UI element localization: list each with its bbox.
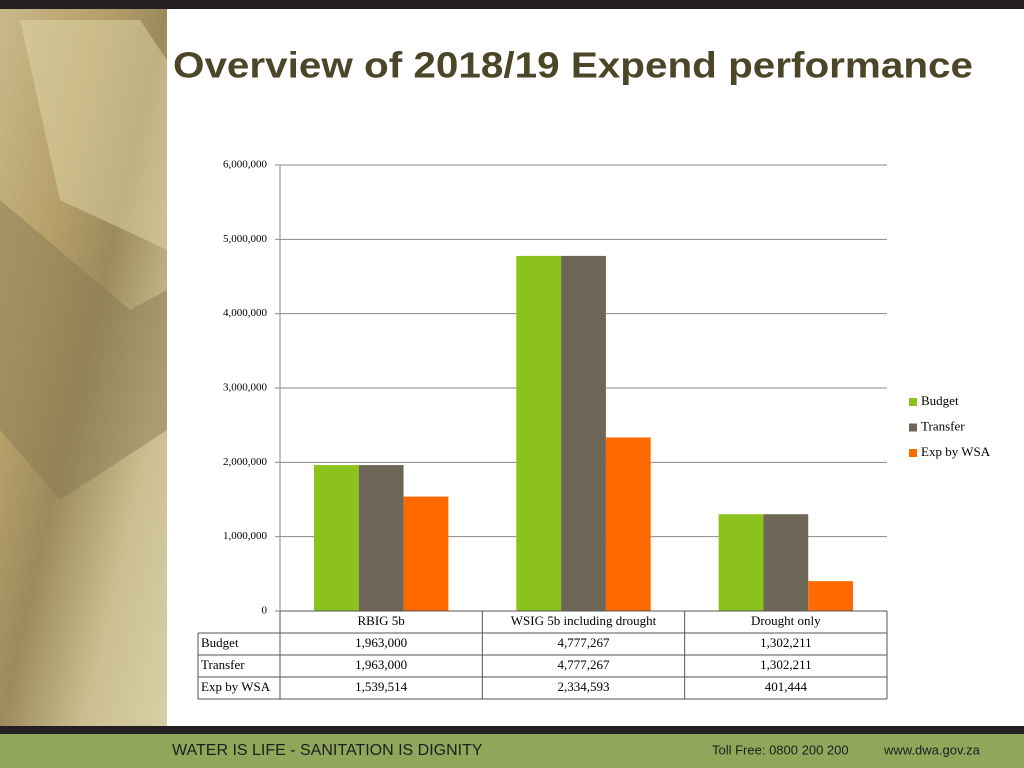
x-tick-label: RBIG 5b (358, 613, 405, 628)
table-value: 2,334,593 (558, 679, 610, 694)
table-value: 401,444 (765, 679, 808, 694)
y-tick-label: 6,000,000 (223, 159, 268, 171)
side-image-shade (0, 200, 167, 500)
legend-swatch (909, 449, 917, 457)
table-row-label: Exp by WSA (201, 679, 271, 694)
footer-band (0, 734, 1024, 768)
table-value: 1,963,000 (355, 657, 407, 672)
footer-website: www.dwa.gov.za (883, 742, 981, 757)
y-tick-label: 2,000,000 (223, 456, 268, 468)
legend-label: Transfer (921, 418, 965, 433)
footer-slogan: WATER IS LIFE - SANITATION IS DIGNITY (172, 742, 483, 759)
legend-label: Exp by WSA (921, 444, 991, 459)
bar (403, 496, 449, 611)
bar (358, 465, 404, 611)
x-tick-label: WSIG 5b including drought (511, 613, 657, 628)
table-value: 4,777,267 (558, 635, 611, 650)
x-tick-label: Drought only (751, 613, 821, 628)
bar (808, 581, 854, 611)
legend-swatch (909, 423, 917, 432)
table-value: 1,302,211 (760, 657, 812, 672)
table-row-label: Budget (201, 635, 239, 650)
legend-label: Budget (921, 393, 959, 408)
side-image-light (20, 20, 167, 250)
y-tick-label: 4,000,000 (223, 307, 268, 319)
y-tick-label: 3,000,000 (223, 382, 268, 394)
table-value: 4,777,267 (558, 657, 611, 672)
footer-bar (0, 726, 1024, 734)
footer-phone: Toll Free: 0800 200 200 (712, 742, 849, 757)
slide-title: Overview of 2018/19 Expend performance (173, 45, 973, 86)
bar (516, 255, 562, 611)
table-value: 1,539,514 (355, 679, 408, 694)
bar (561, 255, 606, 611)
bar (763, 514, 809, 611)
table-value: 1,963,000 (355, 635, 407, 650)
legend-swatch (909, 398, 917, 406)
table-value: 1,302,211 (760, 635, 812, 650)
bar (718, 514, 764, 611)
top-bar (0, 0, 1024, 9)
bar (605, 437, 651, 611)
y-tick-label: 0 (262, 605, 268, 617)
bar (313, 465, 359, 611)
table-row-label: Transfer (201, 657, 245, 672)
y-tick-label: 1,000,000 (223, 530, 268, 542)
y-tick-label: 5,000,000 (223, 233, 268, 245)
